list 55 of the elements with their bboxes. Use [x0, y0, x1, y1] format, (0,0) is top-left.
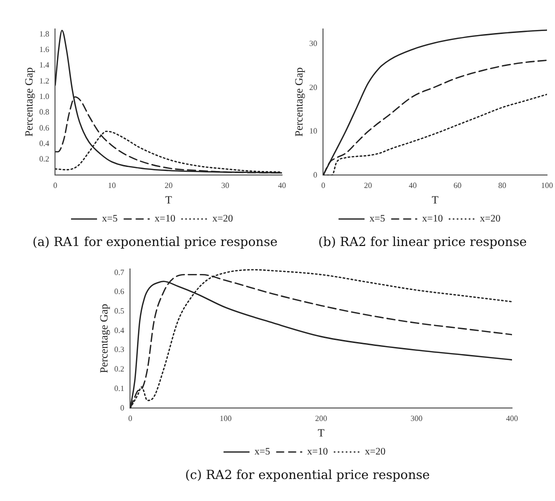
- x-tick-label: 80: [498, 181, 506, 190]
- y-tick-label: 0.8: [39, 108, 50, 117]
- legend-label: x=10: [307, 446, 328, 458]
- legend-label: x=5: [102, 214, 118, 225]
- y-tick-label: 0.1: [114, 384, 124, 393]
- y-tick-label: 0: [120, 403, 124, 412]
- x-axis-title: T: [432, 194, 439, 206]
- legend-label: x=10: [154, 214, 176, 225]
- x-tick-label: 400: [506, 414, 518, 424]
- legend-label: x=20: [480, 214, 500, 225]
- y-tick-label: 1.8: [39, 29, 50, 38]
- x-axis-title: T: [318, 427, 325, 440]
- x-tick-label: 0: [128, 414, 132, 424]
- x-tick-label: 0: [53, 181, 58, 190]
- y-tick-label: 0.2: [39, 154, 50, 164]
- text: (a) RA1 for exponential price response: [31, 234, 279, 249]
- legend-label: x=20: [212, 214, 233, 225]
- y-tick-label: 1.2: [39, 76, 50, 86]
- y-tick-label: 1.6: [39, 45, 50, 54]
- y-tick-label: 20: [309, 82, 318, 92]
- y-tick-label: 0.4: [114, 326, 124, 335]
- x-axis-title: T: [165, 194, 172, 206]
- legend-label: x=10: [422, 214, 443, 225]
- x-tick-label: 10: [108, 181, 116, 190]
- x-tick-label: 0: [321, 181, 326, 190]
- legend-label: x=5: [370, 214, 386, 225]
- x-tick-label: 300: [410, 414, 423, 424]
- text: (b) RA2 for linear price response: [317, 234, 528, 249]
- y-tick-label: 0.6: [114, 287, 124, 296]
- y-axis-title: Percentage Gap: [23, 66, 36, 137]
- y-tick-label: 0.6: [39, 123, 50, 132]
- x-tick-label: 200: [315, 414, 328, 424]
- y-tick-label: 0.4: [39, 138, 50, 148]
- x-tick-label: 100: [541, 181, 553, 190]
- legend-label: x=20: [364, 446, 386, 458]
- y-tick-label: 10: [309, 126, 318, 136]
- x-tick-label: 60: [453, 181, 462, 190]
- y-tick-label: 1.0: [39, 92, 50, 102]
- x-tick-label: 20: [164, 181, 173, 190]
- y-tick-label: 0.7: [114, 268, 124, 277]
- y-tick-label: 0: [313, 170, 318, 180]
- legend-label: x=5: [254, 446, 270, 458]
- y-axis-title: Percentage Gap: [293, 66, 306, 137]
- y-axis-title: Percentage Gap: [98, 303, 110, 374]
- x-tick-label: 20: [364, 181, 372, 190]
- x-tick-label: 30: [221, 181, 230, 190]
- x-tick-label: 100: [220, 414, 232, 424]
- y-tick-label: 0.5: [114, 306, 124, 316]
- text: (c) RA2 for exponential price response: [184, 467, 431, 482]
- y-tick-label: 0.2: [114, 364, 124, 374]
- y-tick-label: 0.3: [114, 345, 124, 354]
- y-tick-label: 1.4: [39, 60, 50, 70]
- x-tick-label: 40: [278, 181, 286, 190]
- x-tick-label: 40: [408, 181, 417, 190]
- y-tick-label: 30: [309, 39, 318, 48]
